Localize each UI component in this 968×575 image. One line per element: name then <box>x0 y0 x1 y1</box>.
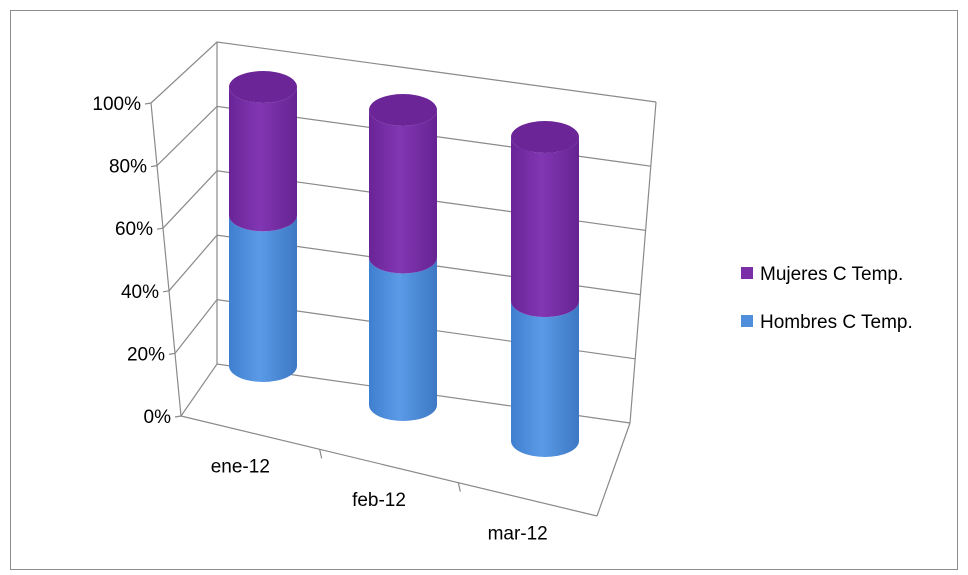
legend-swatch <box>741 315 753 327</box>
x-tick-mark <box>457 482 461 492</box>
floor-front-edge <box>180 415 598 517</box>
tick-labels: 0% 20% 40% 60% 80% 100% ene-12 feb-12 mar-12 <box>92 94 547 544</box>
x-tick-label: ene-12 <box>211 457 270 478</box>
cylinder-mar-12 <box>511 121 579 457</box>
bar-segment-mujeres-ene-12 <box>229 87 297 232</box>
bars <box>229 71 579 457</box>
y-tick-mark <box>144 102 152 105</box>
cylinder-feb-12 <box>369 94 437 421</box>
y-tick-label: 40% <box>121 282 159 303</box>
y-tick-mark <box>174 415 182 418</box>
gridline-5 <box>150 41 657 104</box>
left-wall-front-edge <box>150 102 182 417</box>
bar-segment-hombres-feb-12 <box>369 257 437 421</box>
bar-segment-hombres-mar-12 <box>511 301 579 457</box>
x-tick-mark <box>319 449 323 459</box>
y-tick-label: 60% <box>115 219 153 240</box>
back-right-edge <box>629 101 657 424</box>
y-tick-mark <box>162 290 170 293</box>
bar-segment-mujeres-mar-12 <box>511 137 579 318</box>
bar-segment-mujeres-feb-12 <box>369 110 437 274</box>
x-tick-label: feb-12 <box>352 490 406 511</box>
y-tick-label: 20% <box>127 344 165 365</box>
legend-label: Mujeres C Temp. <box>760 264 903 285</box>
legend-swatch <box>741 267 753 279</box>
y-tick-mark <box>156 227 164 230</box>
bar-segment-hombres-ene-12 <box>229 215 297 382</box>
legend-label: Hombres C Temp. <box>760 312 913 333</box>
chart-frame <box>10 10 958 570</box>
cylinder-top-cap <box>369 94 437 126</box>
y-tick-mark <box>168 352 176 355</box>
cylinder-top-cap <box>229 71 297 103</box>
y-tick-label: 0% <box>144 407 172 428</box>
legend: Mujeres C Temp. Hombres C Temp. <box>741 264 913 333</box>
y-tick-mark <box>150 165 158 168</box>
y-tick-label: 80% <box>109 157 147 178</box>
x-tick-label: mar-12 <box>488 523 548 544</box>
cylinder-top-cap <box>511 121 579 153</box>
axes <box>144 42 657 517</box>
cylinder-ene-12 <box>229 71 297 382</box>
floor-right-edge <box>596 422 631 517</box>
y-tick-label: 100% <box>92 94 141 115</box>
